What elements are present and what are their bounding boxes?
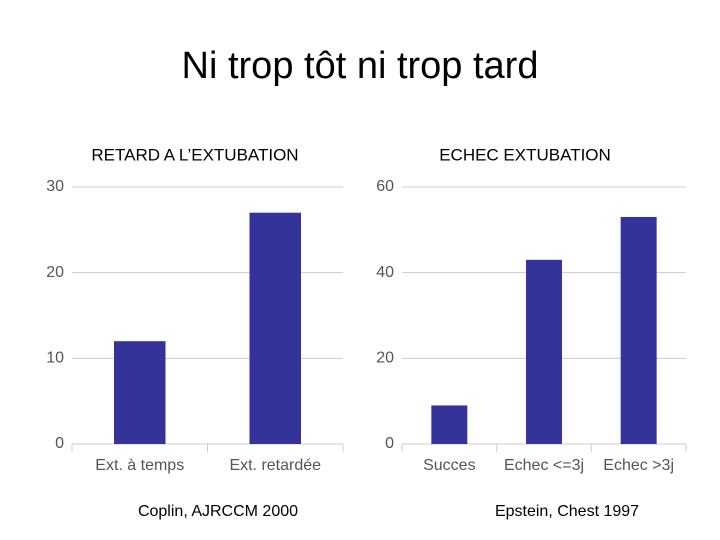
x-tick-label: Echec >3j bbox=[603, 457, 674, 474]
y-tick-label: 40 bbox=[376, 264, 394, 281]
bar bbox=[431, 405, 468, 444]
source: Coplin, AJRCCM 2000 bbox=[138, 503, 298, 520]
source: Epstein, Chest 1997 bbox=[495, 503, 639, 520]
y-tick-label: 20 bbox=[376, 350, 394, 367]
x-tick-label: Ext. retardée bbox=[229, 457, 321, 474]
y-tick-label: 60 bbox=[376, 178, 394, 195]
y-tick-label: 10 bbox=[46, 350, 64, 367]
slide-title: Ni trop tôt ni trop tard bbox=[182, 45, 539, 87]
y-tick-label: 30 bbox=[46, 178, 64, 195]
bar bbox=[114, 341, 166, 444]
y-tick-label: 0 bbox=[55, 435, 64, 452]
x-tick-label: Echec <=3j bbox=[504, 457, 584, 474]
x-tick-label: Ext. à temps bbox=[95, 457, 184, 474]
y-tick-label: 0 bbox=[385, 435, 394, 452]
bar bbox=[526, 259, 562, 444]
bar bbox=[620, 216, 657, 444]
chart-title: RETARD A L’EXTUBATION bbox=[91, 145, 298, 164]
x-tick-label: Succes bbox=[423, 457, 475, 474]
bar bbox=[249, 212, 301, 444]
y-tick-label: 20 bbox=[46, 264, 64, 281]
chart-title: ECHEC EXTUBATION bbox=[439, 145, 611, 164]
